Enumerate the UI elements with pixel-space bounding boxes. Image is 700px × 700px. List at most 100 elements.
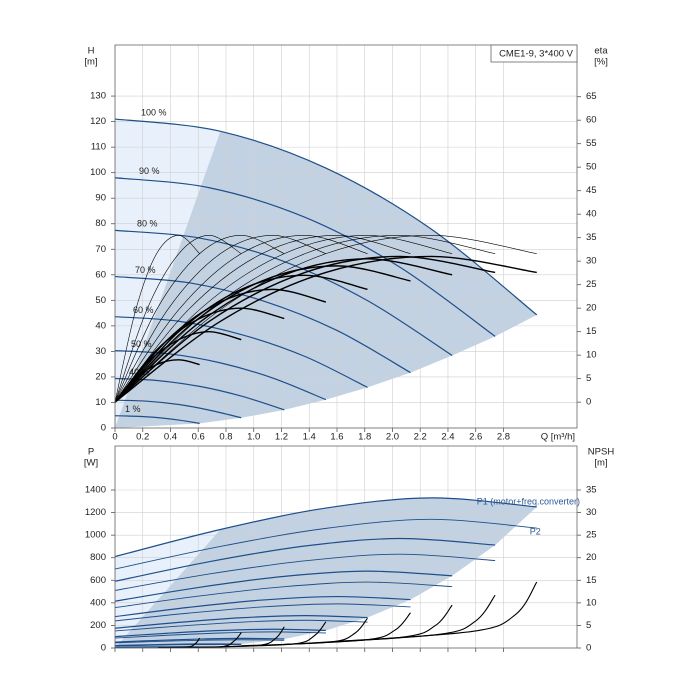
x-axis-title: Q [m³/h]: [541, 432, 575, 443]
x-tick-label: 1.6: [330, 432, 343, 443]
y2-tick-label: 15: [586, 575, 597, 586]
y-tick-label: 80: [95, 218, 106, 229]
x-tick-label: 2.4: [441, 432, 454, 443]
y2-curve: [114, 307, 285, 403]
y2-curve: [114, 330, 242, 403]
y2-tick-label: 30: [586, 256, 597, 267]
curve: [114, 118, 538, 316]
y2-curve: [114, 235, 200, 403]
curve: [114, 399, 242, 419]
y2-tick-label: 50: [586, 162, 597, 173]
x-tick-label: 0.6: [192, 432, 205, 443]
curve-label: 60 %: [133, 305, 154, 315]
y2-curve: [114, 258, 453, 403]
y-tick-label: 60: [95, 269, 106, 280]
y2-tick-label: 10: [586, 350, 597, 361]
y-tick-label: 0: [101, 423, 106, 434]
y-tick-label: 1000: [85, 530, 106, 541]
x-tick-label: 0.8: [219, 432, 232, 443]
y2-tick-label: 20: [586, 552, 597, 563]
y2-curve: [114, 235, 496, 403]
y2-axis-unit: [%]: [594, 57, 608, 68]
curve-label: 50 %: [131, 339, 152, 349]
curve: [114, 637, 285, 643]
y-tick-label: 110: [91, 142, 106, 153]
y2-tick-label: 25: [586, 279, 597, 290]
y2-curve: [114, 235, 411, 403]
chart-title: CME1-9, 3*400 V: [499, 49, 574, 60]
y-tick-label: 90: [95, 193, 106, 204]
y2-tick-label: 35: [586, 485, 597, 496]
y-axis-unit: [W]: [84, 458, 98, 469]
y-tick-label: 100: [90, 167, 106, 178]
plot-frame: [114, 44, 578, 429]
curve-label: P1 (motor+freq.converter): [477, 496, 580, 506]
x-tick-label: 1.2: [275, 432, 288, 443]
y2-curve: [158, 637, 201, 649]
y2-tick-label: 0: [586, 397, 591, 408]
y2-tick-label: 60: [586, 115, 597, 126]
x-tick-label: 1.4: [303, 432, 316, 443]
x-tick-label: 0.4: [164, 432, 177, 443]
y2-curve: [199, 626, 285, 648]
curve: [114, 316, 368, 388]
y2-tick-label: 35: [586, 232, 597, 243]
y2-curve: [114, 235, 242, 403]
y-tick-label: 70: [95, 244, 106, 255]
y-axis-title: H: [88, 46, 95, 57]
y2-tick-label: 15: [586, 326, 597, 337]
y2-tick-label: 20: [586, 303, 597, 314]
y-tick-label: 130: [90, 91, 106, 102]
curve-label: 90 %: [139, 166, 160, 176]
y2-tick-label: 0: [586, 643, 591, 654]
x-tick-label: 2.0: [386, 432, 399, 443]
y2-tick-label: 5: [586, 620, 591, 631]
x-tick-label: 1.0: [247, 432, 260, 443]
y-tick-label: 40: [95, 320, 106, 331]
y2-curve: [114, 235, 285, 403]
y-tick-label: 50: [95, 295, 106, 306]
curve: [114, 639, 285, 644]
y-tick-label: 0: [101, 643, 106, 654]
y2-tick-label: 30: [586, 507, 597, 518]
curve: [114, 177, 496, 337]
y-tick-label: 10: [95, 397, 106, 408]
curve: [114, 553, 496, 591]
y2-tick-label: 10: [586, 597, 597, 608]
curve-label: 80 %: [137, 219, 158, 229]
y2-curve: [178, 632, 242, 649]
x-tick-label: 0: [112, 432, 117, 443]
y2-tick-label: 5: [586, 373, 591, 384]
y-tick-label: 600: [90, 575, 106, 586]
y-tick-label: 800: [90, 552, 106, 563]
y2-curve: [114, 235, 326, 403]
curve-label: 70 %: [135, 265, 156, 275]
curve: [114, 644, 242, 647]
y-tick-label: 30: [95, 346, 106, 357]
y-tick-label: 1400: [85, 485, 106, 496]
y-axis-title: P: [88, 447, 94, 458]
curve: [114, 415, 200, 424]
x-tick-label: 2.8: [497, 432, 510, 443]
plot-frame: [114, 445, 578, 649]
curve: [114, 615, 368, 629]
y-tick-label: 200: [90, 620, 106, 631]
curve: [114, 518, 537, 570]
curve-label: P2: [530, 526, 541, 536]
y2-tick-label: 25: [586, 530, 597, 541]
y-tick-label: 20: [95, 371, 106, 382]
curve: [114, 497, 537, 558]
y-tick-label: 400: [90, 597, 106, 608]
y2-tick-label: 65: [586, 91, 597, 102]
y2-tick-label: 45: [586, 185, 597, 196]
y-axis-unit: [m]: [84, 57, 97, 68]
curve: [114, 631, 326, 639]
y2-curve: [114, 255, 537, 403]
curve: [114, 581, 453, 609]
curve: [114, 570, 453, 602]
x-tick-label: 0.2: [136, 432, 149, 443]
x-tick-label: 2.2: [414, 432, 427, 443]
curve: [114, 628, 326, 638]
curve: [114, 275, 411, 374]
